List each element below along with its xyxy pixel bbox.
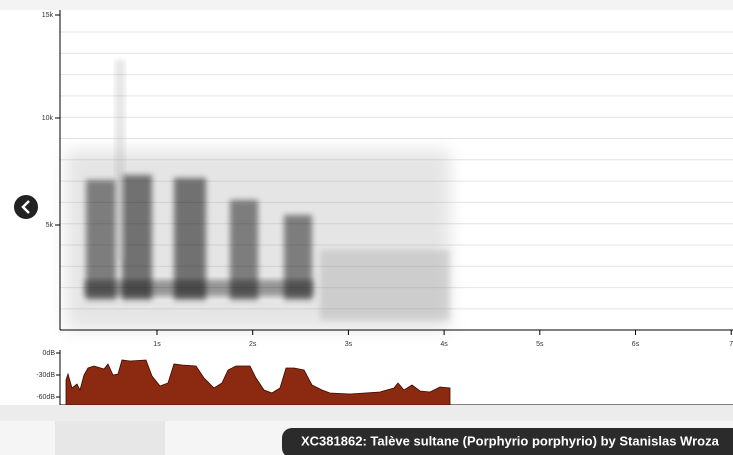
time-label: 2s [249,341,257,348]
frequency-label: 15k [42,12,54,19]
spectrogram-image [66,60,450,330]
amplitude-envelope [65,359,451,406]
level-label: 0dB [43,350,56,357]
time-label: 1s [153,341,161,348]
level-label: -30dB [36,372,55,379]
gutter [0,405,733,421]
previous-icon [21,200,30,214]
thumbnail [55,421,165,455]
time-label: 6s [632,341,640,348]
time-label: 7 [729,341,733,348]
caption-box [282,428,733,455]
frequency-label: 10k [42,115,54,122]
level-label: -60dB [36,394,55,401]
level-labels: 0dB -30dB -60dB [36,350,60,401]
time-labels: 1s 2s 3s 4s 5s 6s 7 [153,330,733,348]
previous-button[interactable] [12,193,40,221]
frequency-labels: 15k 10k 5k [42,12,60,229]
time-label: 3s [345,341,353,348]
frequency-label: 5k [46,222,54,229]
time-label: 5s [536,341,544,348]
caption: XC381862: Talève sultane (Porphyrio porp… [301,433,720,448]
top-bar [0,0,733,10]
time-label: 4s [440,341,448,348]
